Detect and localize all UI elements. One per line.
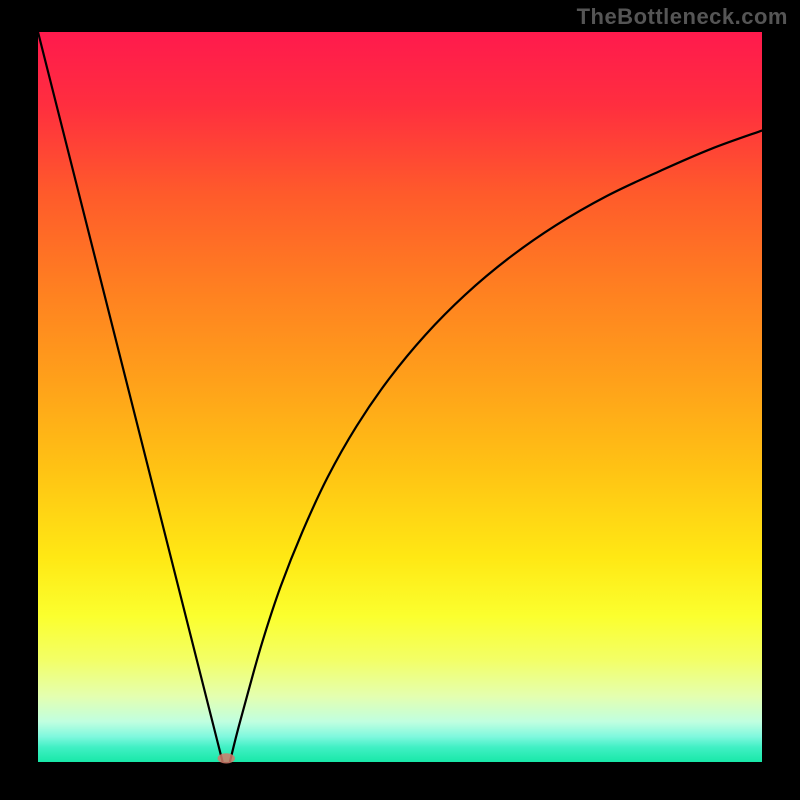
chart-container: TheBottleneck.com — [0, 0, 800, 800]
bottleneck-curve-chart — [0, 0, 800, 800]
bottleneck-marker — [218, 753, 235, 763]
watermark-text: TheBottleneck.com — [577, 4, 788, 30]
plot-area — [38, 32, 762, 762]
